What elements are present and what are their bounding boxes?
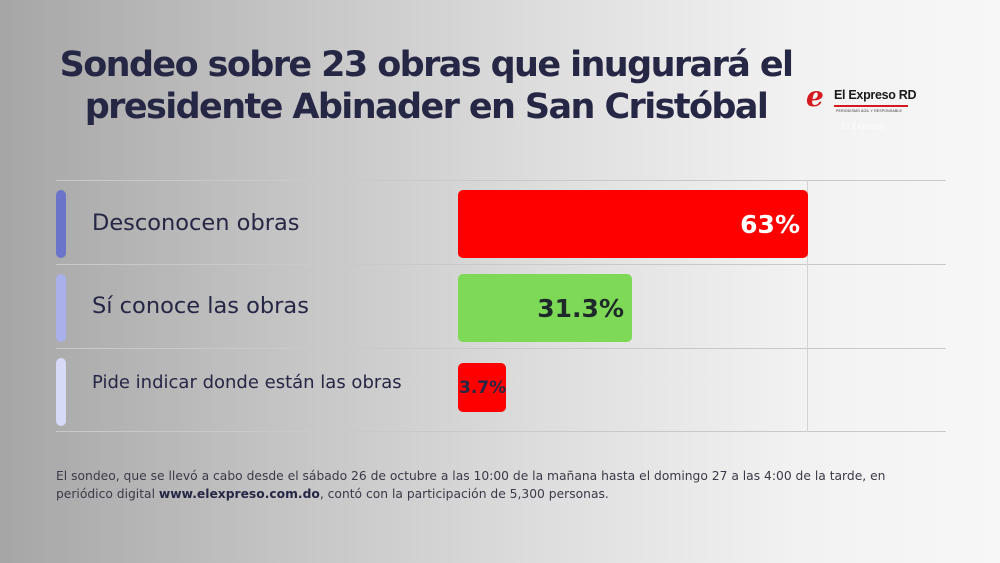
logo-subtext: El Expreso (842, 122, 884, 131)
website-link[interactable]: www.elexpreso.com.do (158, 487, 320, 501)
bar (458, 363, 506, 412)
logo-underline (834, 105, 908, 107)
grid-line (56, 264, 946, 265)
grid-line (56, 180, 946, 181)
footnote-text-end: , contó con la participación de 5,300 pe… (319, 487, 609, 501)
row-accent (56, 274, 66, 342)
bar (458, 274, 632, 342)
category-label: Pide indicar donde están las obras (92, 372, 402, 393)
data-label: 63% (740, 209, 800, 239)
el-expreso-logo[interactable]: e El Expreso RD PERIODISMO ÁGIL Y RESPON… (806, 80, 917, 134)
title-line-1: Sondeo sobre 23 obras que inugurará el (59, 45, 794, 85)
row-accent (56, 358, 66, 426)
grid-line (56, 348, 946, 349)
logo-mark-icon: e (806, 80, 824, 113)
chart-title: Sondeo sobre 23 obras que inugurará el p… (56, 44, 796, 128)
bar (458, 190, 808, 258)
grid-line (56, 431, 946, 432)
data-label: 31.3% (537, 293, 624, 323)
chart-grid (56, 180, 946, 432)
logo-name: El Expreso RD (834, 88, 917, 102)
category-label: Sí conoce las obras (92, 293, 309, 319)
title-line-2: presidente Abinader en San Cristóbal (84, 87, 769, 127)
data-label: 3.7% (459, 377, 507, 398)
category-label: Desconocen obras (92, 210, 300, 236)
footnote-text: El sondeo, que se llevó a cabo desde el … (56, 469, 886, 501)
grid-line (807, 180, 808, 432)
logo-tagline: PERIODISMO ÁGIL Y RESPONSABLE (836, 109, 902, 113)
row-accent (56, 190, 66, 258)
survey-footnote: El sondeo, que se llevó a cabo desde el … (56, 467, 906, 503)
